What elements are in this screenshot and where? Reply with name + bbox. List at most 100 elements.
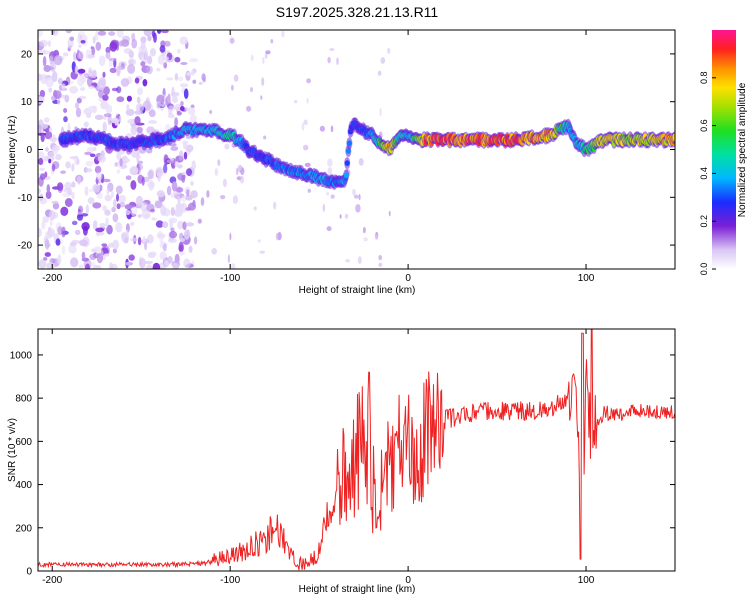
noise-speckle [51,200,59,204]
noise-speckle [47,228,55,238]
noise-speckle [185,229,191,239]
noise-speckle [61,226,66,238]
noise-speckle [119,201,126,208]
noise-speckle [168,105,176,111]
noise-speckle [91,46,96,56]
noise-speckle [237,164,242,172]
noise-speckle [82,236,90,248]
noise-speckle [303,144,309,151]
noise-speckle [49,55,54,65]
noise-speckle [71,191,75,200]
noise-speckle [102,71,106,78]
noise-speckle [116,86,122,94]
noise-speckle [121,232,126,240]
noise-speckle [147,35,152,42]
noise-speckle [176,111,182,116]
noise-speckle [61,83,66,91]
noise-speckle [87,67,93,75]
noise-speckle [111,206,116,213]
noise-speckle [150,208,155,213]
noise-speckle [135,155,142,159]
noise-speckle [183,151,188,160]
noise-speckle [116,169,121,174]
noise-speckle [106,224,113,235]
noise-speckle [161,30,169,34]
noise-speckle [96,192,104,200]
noise-speckle [190,180,194,186]
noise-speckle [92,261,96,267]
noise-speckle [131,38,138,49]
noise-speckle [202,77,206,83]
noise-speckle [125,229,129,238]
noise-speckle [185,168,193,177]
noise-speckle [352,188,356,196]
noise-speckle [125,261,133,266]
noise-speckle [167,238,177,244]
noise-speckle [64,94,70,103]
noise-speckle [146,65,153,75]
noise-speckle [170,91,180,97]
noise-speckle [115,222,123,233]
figure-title: S197.2025.328.21.13.R11 [276,4,439,20]
noise-speckle [148,109,156,118]
noise-speckle [186,148,191,156]
noise-speckle [378,262,383,267]
noise-speckle [53,90,62,100]
noise-speckle [60,206,69,216]
noise-speckle [378,254,383,261]
noise-speckle [112,248,117,254]
noise-speckle [170,146,179,151]
noise-speckle [45,147,49,152]
noise-speckle [293,100,298,104]
noise-speckle [184,106,189,111]
noise-speckle [109,41,118,52]
noise-speckle [65,161,71,169]
noise-speckle [160,204,167,216]
noise-speckle [159,251,167,261]
noise-speckle [129,166,139,176]
noise-speckle [130,206,138,217]
noise-speckle [38,30,43,37]
noise-speckle [275,232,280,241]
noise-speckle [103,86,110,96]
noise-speckle [69,36,75,42]
noise-speckle [144,260,153,265]
snr-y-tick-label: 200 [15,523,32,534]
noise-speckle [97,155,106,163]
colorbar-tick-label: 0.4 [699,167,709,180]
noise-speckle [229,37,235,44]
noise-speckle [103,253,110,257]
noise-speckle [181,140,189,145]
noise-speckle [100,100,109,110]
noise-speckle [163,163,168,174]
noise-speckle [170,227,175,232]
noise-speckle [387,47,391,55]
noise-speckle [112,239,120,250]
noise-speckle [166,77,174,81]
noise-speckle [110,117,119,124]
snr-y-tick-label: 800 [15,394,32,405]
noise-speckle [246,105,252,112]
noise-speckle [181,195,187,203]
noise-speckle [44,131,53,140]
snr-x-tick-label: -100 [220,575,240,586]
noise-speckle [239,175,245,184]
noise-speckle [38,157,44,166]
noise-speckle [149,47,156,57]
noise-speckle [174,117,179,127]
noise-speckle [120,164,128,169]
noise-speckle [128,254,135,261]
noise-speckle [222,178,227,188]
noise-speckle [40,133,45,143]
noise-speckle [163,62,168,69]
noise-speckle [159,45,166,53]
noise-speckle [38,188,41,194]
noise-speckle [123,158,131,163]
noise-speckle [85,49,92,56]
noise-speckle [179,36,188,45]
noise-speckle [159,234,164,244]
noise-speckle [172,262,180,269]
snr-content [38,329,675,571]
